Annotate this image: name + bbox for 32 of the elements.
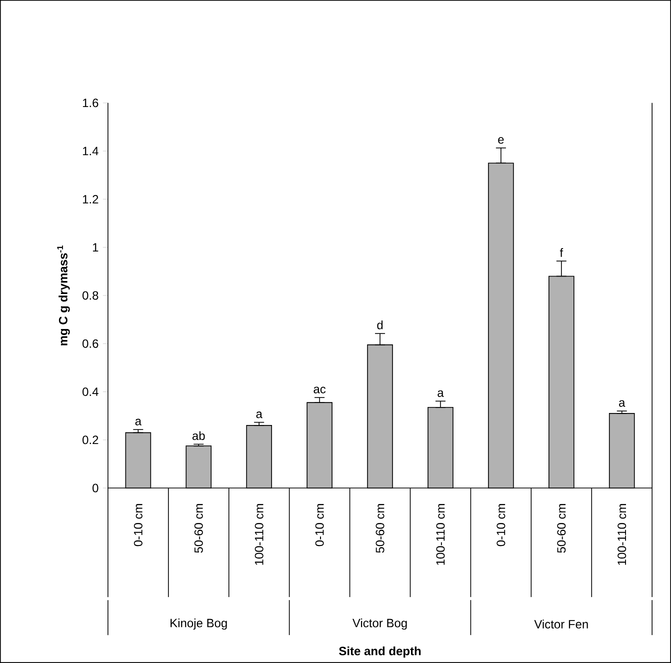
text: Victor Fen <box>534 620 588 628</box>
x-tick-label: 50-60 cm <box>557 504 566 553</box>
annotation: a <box>135 418 142 426</box>
x-tick-label: 100-110 cm <box>618 504 626 565</box>
y-tick-label: 1.2 <box>82 195 98 204</box>
x-tick-label: 50-60 cm <box>376 504 384 553</box>
annotation: ab <box>192 431 205 440</box>
text: Site and depth <box>339 646 421 658</box>
annotation: a <box>619 400 626 407</box>
y-tick-label: 1.4 <box>82 146 98 156</box>
y-tick-label: 0 <box>92 484 98 492</box>
x-tick-label: 0-10 cm <box>496 504 506 546</box>
y-tick-label: 1.6 <box>82 98 98 108</box>
annotation: e <box>498 137 504 144</box>
annotation: a <box>256 412 262 418</box>
y-tick-label: 0.6 <box>82 339 98 348</box>
y-tick-label: 0.4 <box>82 388 98 396</box>
y-tick-label: 0.8 <box>82 291 98 300</box>
y-tick-label: 1 <box>92 243 98 252</box>
text: Victor Bog <box>352 618 407 630</box>
x-tick-label: 50-60 cm <box>194 504 203 553</box>
annotation: ac <box>314 386 326 394</box>
x-tick-label: 0-10 cm <box>134 504 142 546</box>
annotation: a <box>438 390 444 397</box>
x-tick-label: 100-110 cm <box>436 504 445 565</box>
x-tick-label: 100-110 cm <box>254 504 264 565</box>
annotation: d <box>377 320 383 330</box>
y-tick-label: 0.2 <box>82 436 98 444</box>
x-tick-label: 0-10 cm <box>315 504 324 546</box>
text: Kinoje Bog <box>170 618 227 630</box>
y-axis-title: mg C g drymass$^{-1}$ <box>57 246 70 346</box>
annotation: f <box>560 248 564 257</box>
